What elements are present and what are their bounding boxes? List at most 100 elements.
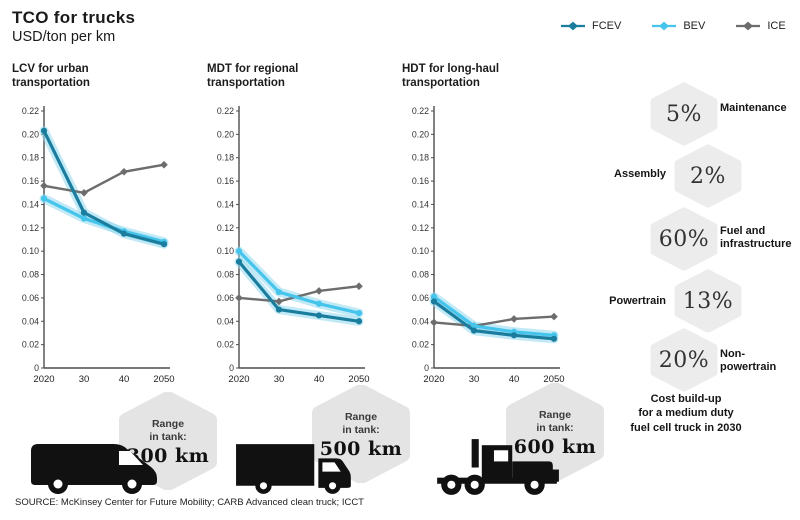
lcv-van-icon [31,444,157,494]
legend-item-bev: BEV [651,20,705,32]
svg-text:0: 0 [229,363,234,373]
svg-text:0.06: 0.06 [22,293,39,303]
legend: FCEV BEV ICE [560,20,786,32]
svg-text:2050: 2050 [543,374,564,385]
svg-text:0: 0 [34,363,39,373]
cost-buildup-badges: 5% Maintenance 2% Assembly 60% Fuel and … [608,78,798,398]
legend-label-ice: ICE [767,20,786,32]
badge-powertrain-label: Powertrain [609,295,666,307]
badge-assembly-value: 2% [690,163,726,189]
bev-line-marker-icon [652,21,677,31]
svg-text:0.06: 0.06 [217,293,234,303]
hexagon-icon [650,207,718,271]
badge-powertrain: 13% [672,269,744,333]
hdt-chart: 0 0.02 0.04 0.06 0.08 0.10 0.12 0.14 0.16 0.18 0.2… [398,100,588,392]
mdt-chart: 0 0.02 0.04 0.06 0.08 0.10 0.12 0.14 0.16 0.18 0.2… [203,100,393,392]
badge-fuel-infrastructure-label: Fuel and infrastructure [720,225,792,250]
legend-label-bev: BEV [683,20,706,32]
chart-plot-svg: 0 0.02 0.04 0.06 0.08 0.10 0.12 0.14 0.16 0.18 0.2… [217,106,370,385]
hexagon-icon [650,82,718,146]
chart-plot-svg: 0 0.02 0.04 0.06 0.08 0.10 0.12 0.14 0.16 0.18 0.2… [412,106,565,385]
chart-title-hdt: HDT for long-haul transportation [402,63,500,90]
svg-text:0.04: 0.04 [412,316,429,326]
ice-line-marker-icon [736,21,761,31]
badge-non-powertrain-value: 20% [658,347,710,373]
badge-fuel-infrastructure-value: 60% [658,226,710,252]
hexagon-bubble-icon [119,391,217,491]
legend-item-fcev: FCEV [560,20,621,32]
range-label-lcv: Range in tank: [149,417,187,443]
range-label-hdt: Range in tank: [536,408,574,434]
badge-non-powertrain: 20% [648,328,720,392]
svg-text:0.12: 0.12 [22,223,39,233]
svg-text:40: 40 [119,374,130,385]
chart-title-mdt: MDT for regional transportation [207,63,299,90]
svg-text:40: 40 [509,374,520,385]
svg-text:2050: 2050 [348,374,369,385]
svg-text:0.16: 0.16 [22,176,39,186]
badge-non-powertrain-label: Non- powertrain [720,348,777,373]
svg-text:0.14: 0.14 [412,199,429,209]
source-note: SOURCE: McKinsey Center for Future Mobil… [15,497,364,508]
svg-text:0.12: 0.12 [412,223,429,233]
svg-text:0.18: 0.18 [22,153,39,163]
svg-text:0.08: 0.08 [217,270,234,280]
range-bubble-lcv: Range in tank: 300 km [118,391,218,491]
svg-text:0.18: 0.18 [217,153,234,163]
hexagon-icon [650,328,718,392]
badge-fuel-infrastructure: 60% [648,207,720,271]
hexagon-icon [674,269,742,333]
range-value-mdt: 500 km [319,438,403,461]
svg-text:0.14: 0.14 [217,199,234,209]
badge-powertrain-value: 13% [682,288,734,314]
range-bubble-hdt: Range in tank: 600 km [505,382,605,482]
svg-text:0.02: 0.02 [217,340,234,350]
page-subtitle: USD/ton per km [12,29,116,45]
range-label-mdt: Range in tank: [342,410,380,436]
svg-text:2020: 2020 [423,374,444,385]
svg-text:0.04: 0.04 [217,316,234,326]
badge-assembly-label: Assembly [614,168,666,180]
svg-text:0.08: 0.08 [412,270,429,280]
fcev-line-marker-icon [561,21,585,31]
svg-text:0.22: 0.22 [22,106,39,116]
chart-plot-svg: 0 0.02 0.04 0.06 0.08 0.10 0.12 0.14 0.16 0.18 0.2… [22,106,175,385]
svg-text:0.10: 0.10 [412,246,429,256]
svg-text:0.08: 0.08 [22,270,39,280]
mdt-box-truck-icon [236,444,351,494]
svg-text:0: 0 [424,363,429,373]
svg-text:0.18: 0.18 [412,153,429,163]
hexagon-bubble-icon [312,384,410,484]
page-title: TCO for trucks [12,8,136,27]
range-bubble-mdt: Range in tank: 500 km [311,384,411,484]
svg-text:0.10: 0.10 [217,246,234,256]
badge-maintenance-label: Maintenance [720,102,787,114]
svg-text:0.04: 0.04 [22,316,39,326]
svg-text:2020: 2020 [228,374,249,385]
range-value-hdt: 600 km [513,436,597,459]
svg-text:0.02: 0.02 [412,340,429,350]
svg-text:2020: 2020 [33,374,54,385]
range-value-lcv: 300 km [126,445,210,468]
svg-text:0.20: 0.20 [217,129,234,139]
svg-text:0.14: 0.14 [22,199,39,209]
svg-text:0.20: 0.20 [22,129,39,139]
svg-text:30: 30 [469,374,480,385]
svg-text:0.16: 0.16 [412,176,429,186]
hexagon-icon [674,144,742,208]
badge-maintenance-value: 5% [666,101,702,127]
svg-text:0.16: 0.16 [217,176,234,186]
svg-text:0.10: 0.10 [22,246,39,256]
legend-label-fcev: FCEV [592,20,622,32]
hdt-semi-truck-icon [437,439,559,495]
chart-title-lcv: LCV for urban transportation [12,63,90,90]
badge-maintenance: 5% [648,82,720,146]
legend-item-ice: ICE [735,20,786,32]
svg-text:0.02: 0.02 [22,340,39,350]
svg-text:40: 40 [314,374,325,385]
svg-text:2050: 2050 [153,374,174,385]
svg-text:0.20: 0.20 [412,129,429,139]
svg-text:0.12: 0.12 [217,223,234,233]
svg-text:30: 30 [79,374,90,385]
badges-caption: Cost build-up for a medium duty fuel cel… [630,393,742,434]
